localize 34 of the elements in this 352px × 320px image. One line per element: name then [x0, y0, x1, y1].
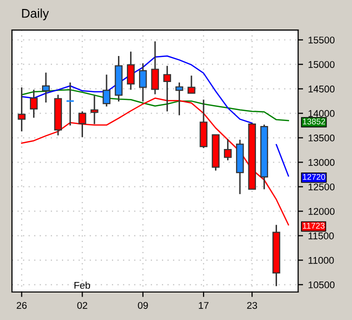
x-tick-label: 09	[138, 302, 148, 309]
y-tick-label: 12500	[308, 183, 335, 190]
y-tick-label: 10500	[308, 281, 335, 288]
candlestick	[188, 74, 196, 94]
candlestick	[175, 82, 184, 116]
candlestick	[224, 138, 232, 161]
candlestick	[102, 74, 110, 108]
candlestick	[18, 86, 26, 132]
candlestick	[78, 110, 86, 138]
data-label: 12720	[302, 174, 326, 180]
y-tick-label: 13500	[308, 134, 335, 142]
candlestick	[139, 62, 147, 102]
candlestick	[42, 72, 50, 104]
y-tick-label: 13000	[308, 159, 335, 166]
candlestick	[151, 40, 159, 95]
data-label: 11723	[302, 222, 325, 229]
y-tick-label: 11500	[308, 232, 334, 240]
data-label: 13852	[302, 118, 326, 124]
candlestick	[30, 89, 38, 118]
y-tick-label: 14000	[308, 110, 335, 117]
x-tick-label: 17	[198, 302, 208, 309]
annotation: Feb	[74, 282, 90, 289]
candlestick	[66, 82, 75, 126]
line-series	[21, 98, 290, 226]
y-tick-label: 11000	[308, 256, 334, 264]
x-tick-label: 02	[77, 302, 88, 309]
chart-title: Daily	[22, 8, 49, 20]
x-tick-label: 26	[16, 302, 27, 309]
y-tick-label: 15000	[308, 61, 335, 68]
y-tick-label: 14500	[308, 86, 335, 92]
y-tick-label: 15500	[308, 36, 335, 44]
candlestick	[126, 50, 135, 91]
y-tick-label: 12000	[308, 208, 335, 215]
x-tick-label: 23	[247, 302, 258, 309]
